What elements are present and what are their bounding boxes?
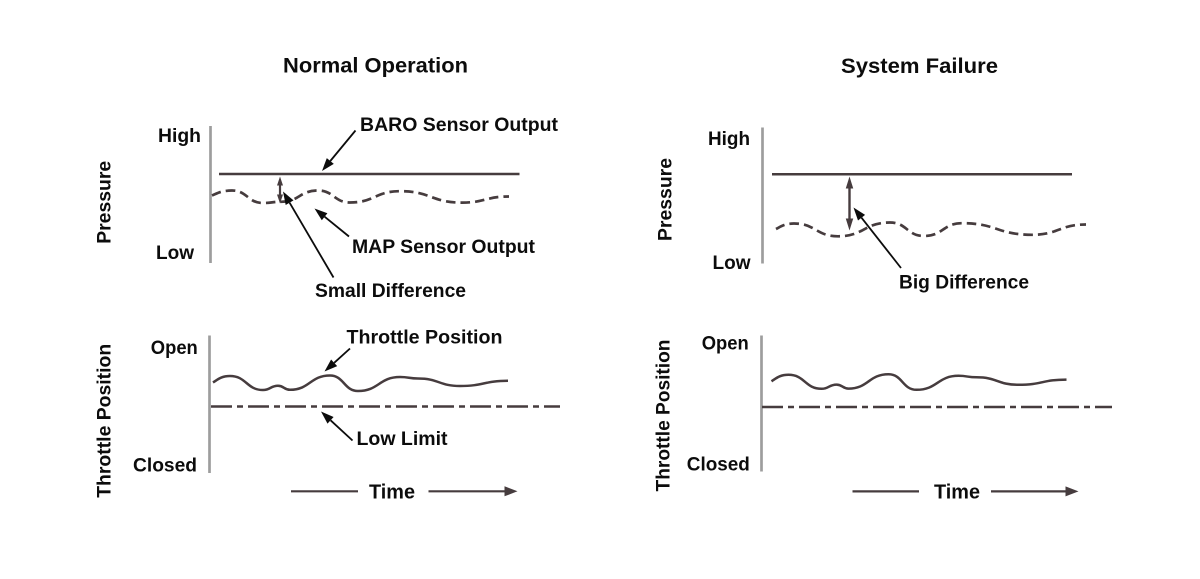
svg-text:Pressure: Pressure bbox=[655, 158, 677, 241]
svg-text:Open: Open bbox=[702, 332, 749, 354]
svg-text:Low: Low bbox=[713, 252, 752, 274]
svg-text:High: High bbox=[158, 125, 201, 147]
svg-text:Throttle Position: Throttle Position bbox=[94, 344, 116, 498]
svg-text:BARO Sensor Output: BARO Sensor Output bbox=[360, 114, 559, 136]
svg-text:Low: Low bbox=[156, 242, 195, 264]
svg-text:Big Difference: Big Difference bbox=[899, 272, 1029, 294]
svg-text:Throttle Position: Throttle Position bbox=[347, 327, 503, 349]
svg-text:High: High bbox=[708, 128, 750, 150]
svg-text:Closed: Closed bbox=[133, 455, 197, 477]
svg-text:Open: Open bbox=[151, 337, 198, 359]
svg-text:Small Difference: Small Difference bbox=[315, 280, 466, 302]
svg-text:System Failure: System Failure bbox=[841, 54, 998, 78]
svg-text:Normal Operation: Normal Operation bbox=[283, 54, 468, 78]
svg-text:Time: Time bbox=[934, 482, 980, 504]
svg-text:Throttle Position: Throttle Position bbox=[653, 340, 675, 492]
svg-text:Pressure: Pressure bbox=[94, 161, 116, 244]
svg-text:Closed: Closed bbox=[687, 454, 750, 476]
svg-text:Time: Time bbox=[369, 482, 415, 504]
svg-text:MAP Sensor Output: MAP Sensor Output bbox=[352, 236, 536, 258]
svg-text:Low Limit: Low Limit bbox=[357, 428, 448, 450]
